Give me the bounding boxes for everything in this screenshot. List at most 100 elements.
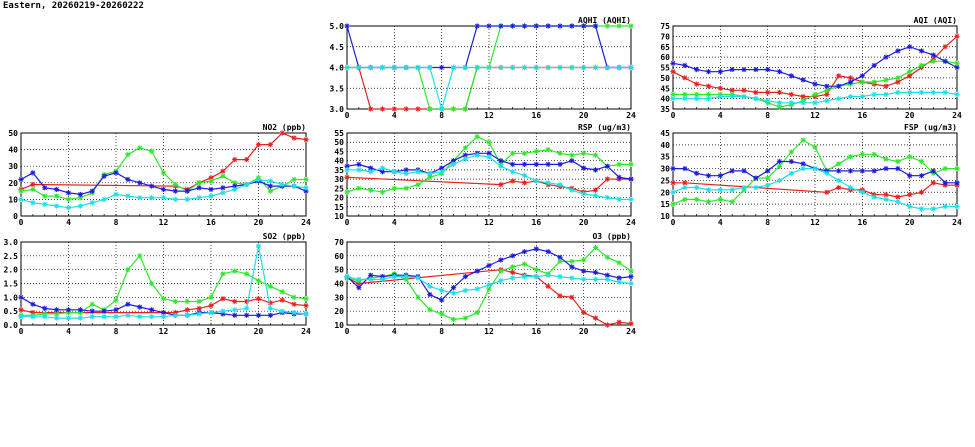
aqi-xtick-label: 24 — [952, 111, 962, 120]
rsp-data-point-cyan — [628, 196, 634, 202]
rsp-data-point-cyan — [581, 191, 587, 197]
rsp-data-point-cyan — [403, 170, 409, 177]
fsp-data-point-green — [895, 158, 901, 165]
so2-data-point-green — [54, 311, 60, 317]
so2-data-point-blue — [267, 312, 273, 318]
rsp-data-point-red — [344, 174, 350, 180]
no2-data-point-green — [172, 181, 178, 188]
o3-data-point-green — [450, 316, 457, 323]
aqi-data-point-blue — [954, 64, 960, 71]
aqhi-data-point-cyan — [450, 64, 457, 71]
fsp-data-point-cyan — [930, 206, 936, 212]
so2-data-point-cyan — [232, 307, 238, 313]
rsp-ytick-label: 30 — [334, 175, 344, 184]
o3-xtick-label: 16 — [532, 327, 542, 336]
aqhi-data-point-blue — [439, 64, 445, 71]
rsp-data-point-cyan — [510, 169, 516, 175]
o3-data-point-red — [510, 269, 516, 276]
fsp-ytick-label: 35 — [660, 153, 670, 162]
aqi-series-cyan — [670, 89, 960, 106]
rsp-data-point-blue — [486, 150, 492, 156]
aqi-data-point-cyan — [670, 96, 676, 102]
aqi-series-blue — [670, 44, 960, 89]
no2-data-point-cyan — [172, 196, 178, 202]
rsp-data-point-green — [581, 150, 587, 156]
aqi-xtick-label: 8 — [765, 111, 770, 120]
no2-data-point-green — [149, 148, 155, 154]
so2-data-point-green — [220, 271, 226, 277]
aqhi-data-point-green — [427, 106, 433, 112]
o3-data-point-cyan — [604, 276, 610, 282]
so2-data-point-blue — [125, 301, 131, 307]
o3-data-point-cyan — [569, 275, 575, 281]
no2-data-point-blue — [160, 186, 167, 193]
o3-data-point-cyan — [474, 286, 480, 292]
aqi-ytick-label: 40 — [660, 95, 670, 104]
fsp-ytick-label: 20 — [660, 188, 670, 197]
rsp-data-point-blue — [581, 165, 587, 171]
fsp-xtick-label: 12 — [810, 218, 820, 227]
aqi-data-point-blue — [729, 66, 735, 73]
fsp-data-point-red — [895, 194, 901, 200]
fsp-data-point-cyan — [895, 199, 901, 205]
o3-data-point-green — [474, 309, 480, 316]
fsp-data-point-green — [859, 151, 865, 157]
so2-data-point-red — [184, 307, 190, 313]
o3-data-point-blue — [462, 273, 468, 280]
no2-data-point-cyan — [232, 186, 238, 193]
so2-data-point-red — [208, 303, 214, 309]
rsp-data-point-green — [462, 145, 468, 151]
o3-data-point-cyan — [498, 278, 504, 284]
rsp-data-point-blue — [616, 174, 622, 180]
no2-data-point-blue — [89, 188, 95, 194]
aqi-ytick-label: 70 — [660, 32, 670, 41]
rsp-xtick-label: 16 — [532, 218, 542, 227]
aqhi-data-point-green — [462, 106, 468, 112]
aqi-ytick-label: 75 — [660, 22, 670, 31]
so2-data-point-blue — [89, 308, 95, 314]
no2-data-point-cyan — [303, 185, 309, 191]
so2-data-point-cyan — [255, 243, 262, 249]
aqhi-chart-title: AQHI (AQHI) — [578, 16, 631, 25]
no2-xtick-label: 20 — [254, 218, 264, 227]
no2-xtick-label: 0 — [19, 218, 24, 227]
aqhi-data-point-cyan — [545, 64, 551, 71]
o3-xtick-label: 24 — [626, 327, 636, 336]
fsp-data-point-blue — [753, 175, 759, 181]
fsp-data-point-cyan — [765, 182, 771, 188]
fsp-data-point-cyan — [753, 184, 759, 191]
fsp-data-point-red — [836, 184, 842, 191]
aqi-data-point-blue — [859, 73, 865, 79]
aqi-data-point-blue — [918, 48, 925, 54]
rsp-data-point-blue — [450, 158, 457, 164]
fsp-panel: 0 4 8 12 16 20 24 10 15 20 25 30 35 40 45 FSP (ug/m3) — [660, 123, 962, 227]
rsp-xtick-label: 20 — [579, 218, 589, 227]
rsp-data-point-green — [569, 152, 575, 158]
aqhi-data-point-red — [403, 106, 409, 112]
aqi-data-point-blue — [788, 73, 794, 79]
aqhi-data-point-green — [628, 23, 634, 29]
no2-data-point-green — [303, 176, 309, 183]
aqhi-panel: 0 4 8 12 16 20 24 3.0 3.5 4.0 4.5 5.0 AQHI (AQHI) — [330, 16, 636, 120]
rsp-data-point-green — [521, 150, 528, 156]
rsp-chart-title: RSP (ug/m3) — [578, 123, 631, 132]
rsp-data-point-blue — [521, 161, 528, 167]
aqhi-series-cyan — [344, 64, 634, 112]
so2-data-point-green — [65, 309, 72, 316]
rsp-data-point-cyan — [545, 180, 551, 186]
so2-data-point-cyan — [220, 308, 226, 314]
no2-data-point-blue — [232, 183, 238, 189]
o3-data-point-cyan — [427, 283, 433, 289]
aqhi-data-point-cyan — [462, 64, 468, 71]
so2-ytick-label: 2.0 — [4, 266, 19, 275]
fsp-data-point-green — [954, 165, 960, 172]
fsp-data-point-blue — [788, 158, 794, 165]
so2-data-point-blue — [113, 307, 119, 313]
so2-ytick-label: 3.0 — [4, 238, 19, 247]
rsp-data-point-cyan — [344, 167, 350, 173]
no2-data-point-red — [255, 142, 262, 148]
aqi-data-point-cyan — [883, 91, 889, 98]
